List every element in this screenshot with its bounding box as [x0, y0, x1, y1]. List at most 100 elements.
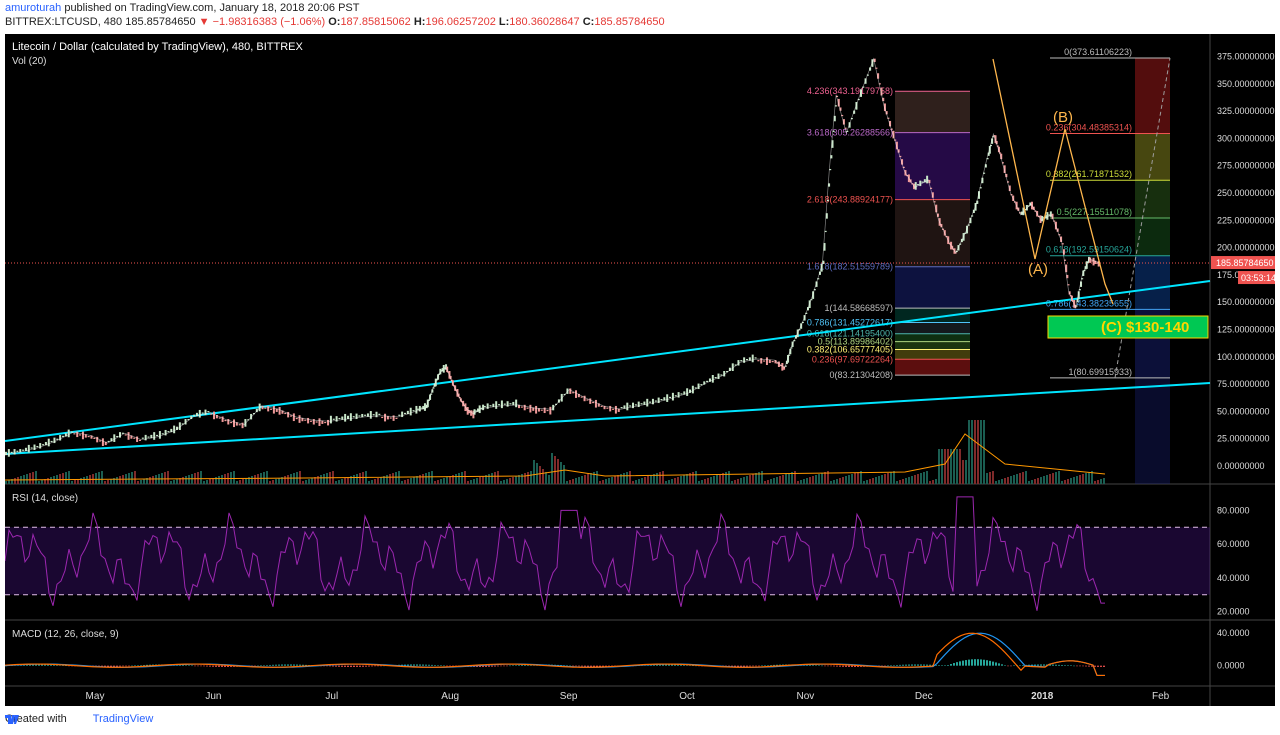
- candle: [806, 307, 809, 311]
- volume-bar: [281, 477, 283, 484]
- volume-bar: [359, 473, 361, 484]
- macd-bar: [23, 664, 25, 666]
- volume-bar: [371, 480, 373, 484]
- volume-bar: [74, 480, 76, 484]
- macd-bar: [65, 665, 67, 667]
- macd-bar: [737, 665, 739, 667]
- macd-bar: [764, 665, 766, 666]
- fib-extension-label: 0(83.21304208): [829, 370, 893, 380]
- candle: [429, 394, 432, 400]
- macd-bar: [356, 665, 358, 667]
- candle: [748, 357, 751, 361]
- macd-bar: [212, 665, 214, 667]
- macd-bar: [755, 665, 757, 667]
- volume-bar: [1010, 476, 1012, 484]
- chart-canvas[interactable]: 4.236(343.19179758) 3.618(305.26288566) 2.…: [5, 34, 1275, 706]
- price-tick-label: 200.00000000: [1217, 243, 1275, 253]
- candle: [711, 375, 714, 383]
- volume-bar: [50, 477, 52, 484]
- candle: [789, 348, 792, 355]
- volume-bar: [455, 474, 457, 484]
- macd-bar: [203, 665, 205, 667]
- volume-bar: [656, 473, 658, 484]
- macd-bar: [1040, 664, 1042, 666]
- candle: [737, 360, 740, 366]
- volume-bar: [659, 472, 661, 484]
- volume-bar: [413, 477, 415, 484]
- candle: [304, 419, 307, 421]
- volume-bar: [647, 476, 649, 484]
- candle: [1022, 207, 1025, 216]
- macd-bar: [815, 665, 817, 666]
- macd-bar: [923, 664, 925, 666]
- volume-bar: [1049, 474, 1051, 484]
- candle: [1000, 153, 1003, 160]
- volume-bar: [326, 473, 328, 484]
- candle: [30, 447, 33, 449]
- fib-extension-label: 0.618(121.14195400): [807, 329, 893, 339]
- macd-bar: [1070, 665, 1072, 666]
- chart-title: Litecoin / Dollar (calculated by Trading…: [12, 41, 303, 53]
- volume-bar: [572, 479, 574, 484]
- candle: [680, 393, 683, 395]
- chart-area[interactable]: 4.236(343.19179758) 3.618(305.26288566) 2.…: [5, 34, 1275, 706]
- macd-bar: [68, 665, 70, 667]
- volume-bar: [368, 481, 370, 484]
- macd-bar: [665, 664, 667, 666]
- volume-bar: [302, 481, 304, 484]
- volume-bar: [842, 477, 844, 484]
- volume-bar: [824, 472, 826, 484]
- candle: [235, 422, 238, 426]
- volume-bar: [746, 476, 748, 484]
- candle: [36, 445, 39, 448]
- candle: [1049, 211, 1052, 217]
- author-link[interactable]: amuroturah: [5, 2, 62, 14]
- volume-bar: [11, 479, 13, 484]
- candle: [1005, 173, 1008, 178]
- wave-label-a: (A): [1028, 261, 1048, 278]
- candle: [344, 413, 347, 422]
- candle: [857, 98, 860, 101]
- tradingview-link[interactable]: TradingView: [92, 713, 154, 725]
- volume-bar: [548, 475, 550, 484]
- volume-bar: [575, 478, 577, 484]
- candle: [470, 410, 473, 416]
- volume-bar: [422, 474, 424, 484]
- candle: [1095, 262, 1098, 264]
- macd-bar: [689, 665, 691, 666]
- macd-bar: [962, 660, 964, 666]
- candle: [278, 407, 281, 415]
- candle: [13, 449, 16, 455]
- candle: [509, 403, 512, 405]
- candle: [931, 192, 934, 198]
- candle: [318, 418, 321, 426]
- candle: [860, 89, 862, 97]
- candle: [643, 401, 646, 405]
- volume-bar: [788, 473, 790, 484]
- candle: [1064, 259, 1067, 261]
- volume-bar: [599, 481, 601, 484]
- macd-bar: [890, 665, 892, 666]
- macd-bar: [218, 665, 220, 667]
- macd-bar: [506, 665, 508, 667]
- volume-bar: [989, 472, 991, 484]
- candle: [498, 404, 501, 406]
- volume-bar: [344, 478, 346, 484]
- macd-bar: [1004, 665, 1006, 666]
- volume-bar: [128, 473, 130, 484]
- volume-bar: [845, 476, 847, 484]
- volume-bar: [497, 471, 499, 484]
- volume-bar: [602, 480, 604, 484]
- macd-bar: [479, 665, 481, 667]
- candle: [473, 409, 476, 415]
- candle: [255, 408, 258, 413]
- volume-bar: [200, 471, 202, 484]
- macd-bar: [749, 665, 751, 667]
- macd-bar: [821, 665, 823, 667]
- candle: [404, 412, 406, 415]
- fib-extension-zone: [895, 266, 970, 309]
- volume-bar: [998, 480, 1000, 484]
- macd-bar: [1082, 665, 1084, 667]
- macd-bar: [758, 665, 760, 667]
- candle: [181, 423, 184, 425]
